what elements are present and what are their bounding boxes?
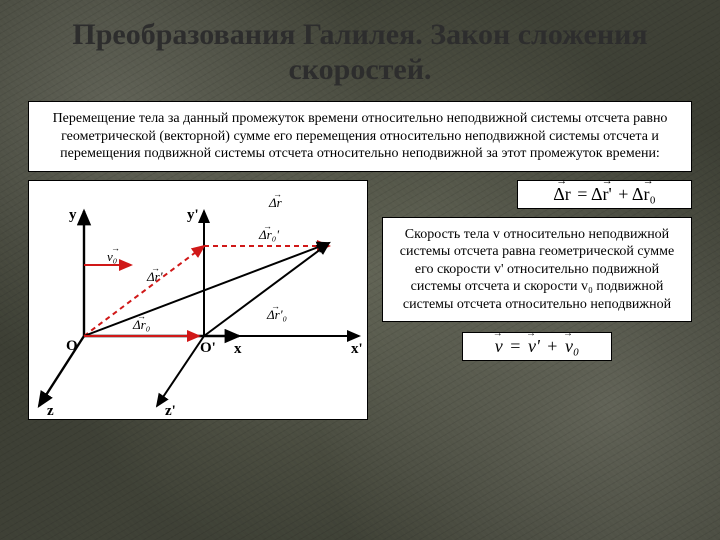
eq2-mid: v' — [528, 336, 540, 356]
svg-text:→: → — [271, 301, 280, 311]
svg-text:z': z' — [165, 403, 176, 419]
slide-title: Преобразования Галилея. Закон сложения с… — [0, 0, 720, 95]
paragraph-box-1: Перемещение тела за данный промежуток вр… — [28, 101, 692, 172]
svg-text:→: → — [151, 263, 160, 273]
svg-text:x': x' — [351, 341, 363, 357]
vector-diagram: xyzx'y'z'OO'Δr'→Δr₀'→Δr→Δr'₀→Δr₀→v₀→ — [28, 180, 368, 420]
paragraph-1-text: Перемещение тела за данный промежуток вр… — [53, 111, 668, 161]
svg-text:y': y' — [187, 207, 199, 223]
svg-text:O: O — [66, 338, 78, 354]
eq2-eq: = — [510, 336, 520, 356]
right-column: → Δr → = Δr' → + Δr₀ Скорость тела v отн… — [382, 180, 692, 420]
equation-2: → v = → v' + → v₀ — [462, 332, 612, 361]
svg-text:→: → — [111, 243, 120, 253]
svg-text:→: → — [137, 311, 146, 321]
svg-text:O': O' — [200, 340, 216, 356]
svg-text:z: z — [47, 403, 54, 419]
eq1-mid: = Δr' — [577, 184, 611, 204]
svg-text:→: → — [263, 221, 272, 231]
eq1-rhs: + Δr₀ — [618, 184, 656, 204]
eq2-lhs: v — [495, 336, 503, 356]
eq2-rhs: v₀ — [565, 336, 579, 356]
paragraph-box-2: Скорость тела v относительно неподвижной… — [382, 217, 692, 323]
svg-text:y: y — [69, 207, 77, 223]
paragraph-2-text: Скорость тела v относительно неподвижной… — [400, 227, 674, 312]
content-row: xyzx'y'z'OO'Δr'→Δr₀'→Δr→Δr'₀→Δr₀→v₀→ → Δ… — [28, 180, 692, 420]
svg-text:→: → — [273, 189, 282, 199]
eq1-lhs: Δr — [553, 184, 571, 204]
equation-1: → Δr → = Δr' → + Δr₀ — [517, 180, 692, 209]
svg-text:x: x — [234, 341, 242, 357]
eq2-plus: + — [547, 336, 557, 356]
